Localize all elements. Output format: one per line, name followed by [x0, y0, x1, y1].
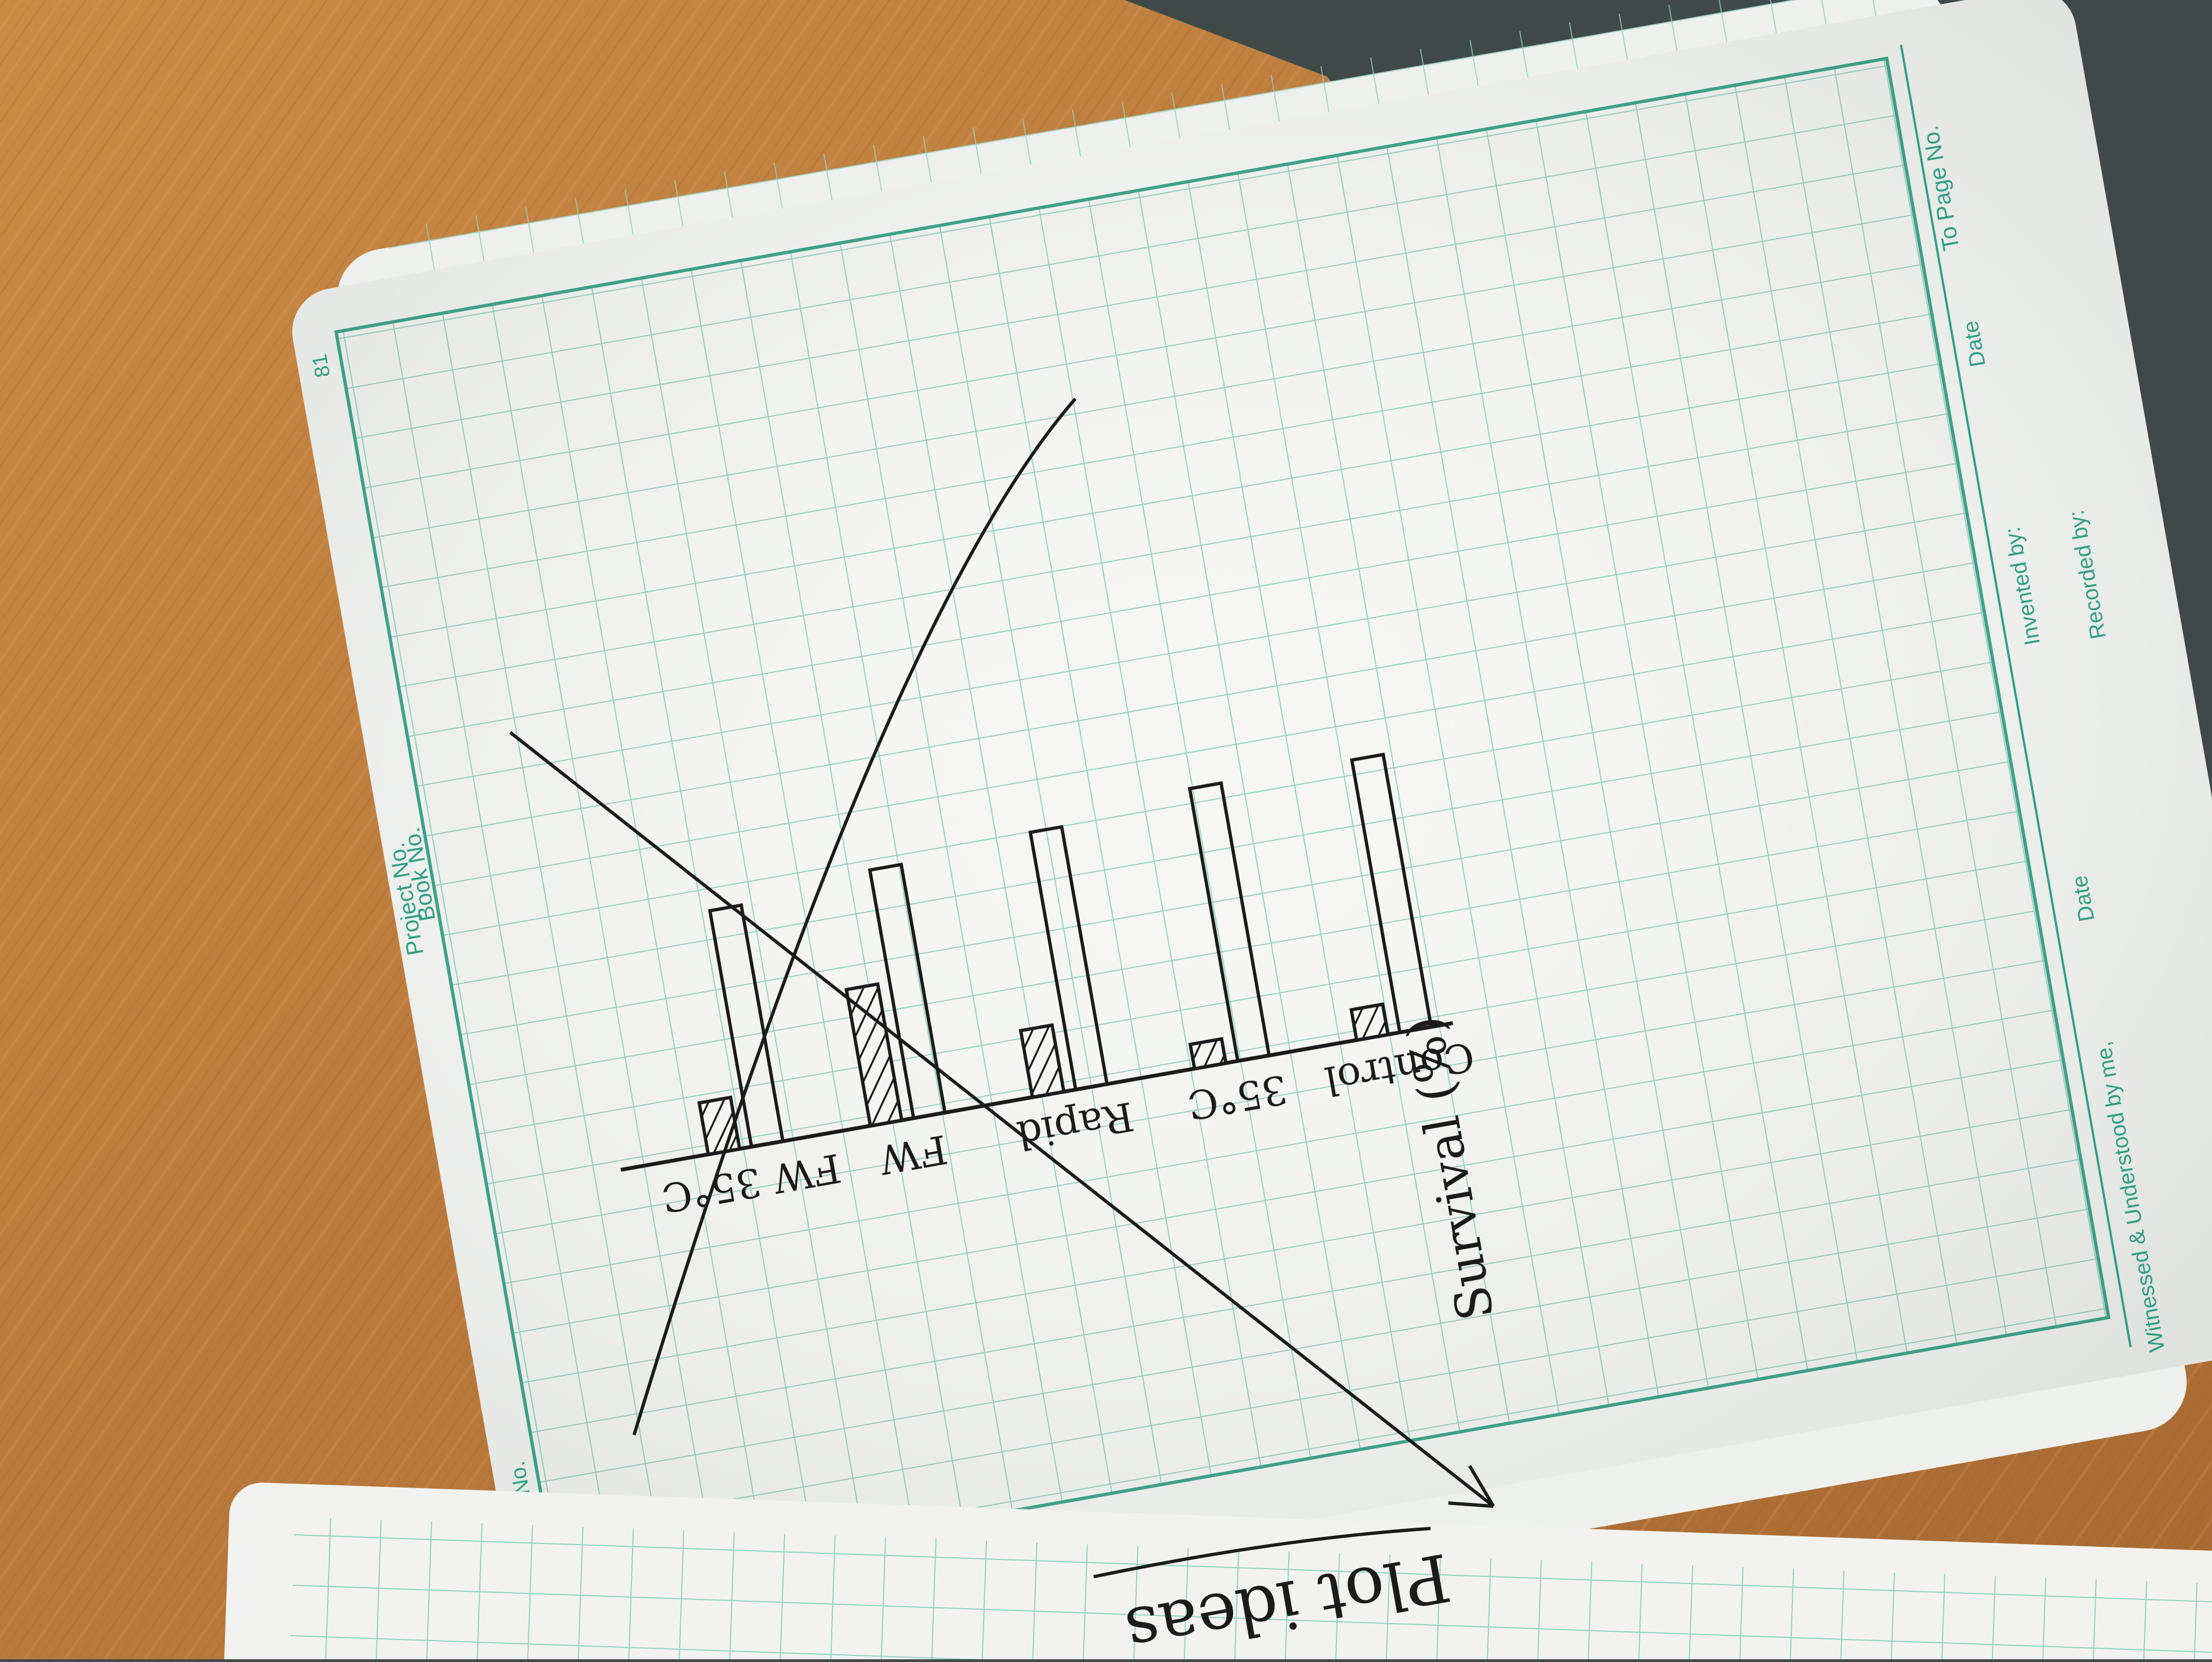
open-bar-2	[1188, 781, 1271, 1063]
open-bar-4	[868, 863, 947, 1120]
page-number: 81	[308, 352, 335, 379]
lower-page	[223, 1483, 2212, 1662]
open-bar-5	[708, 903, 785, 1149]
heading-underline	[1093, 1526, 1431, 1579]
arrow-head	[1448, 1464, 1495, 1508]
cross-out-line-1	[509, 731, 1495, 1508]
hatched-bar-4	[844, 982, 904, 1128]
notebook-page: 81 Project No. Book No. From Page No. TI…	[292, 0, 2212, 1652]
hatched-bar-3	[1019, 1023, 1066, 1100]
cross-out-line-2	[632, 397, 1077, 1435]
open-bar-1	[1350, 752, 1434, 1035]
hatched-bar-1	[1349, 1002, 1390, 1042]
open-bar-3	[1028, 825, 1109, 1092]
hatched-bar-2	[1188, 1036, 1228, 1071]
